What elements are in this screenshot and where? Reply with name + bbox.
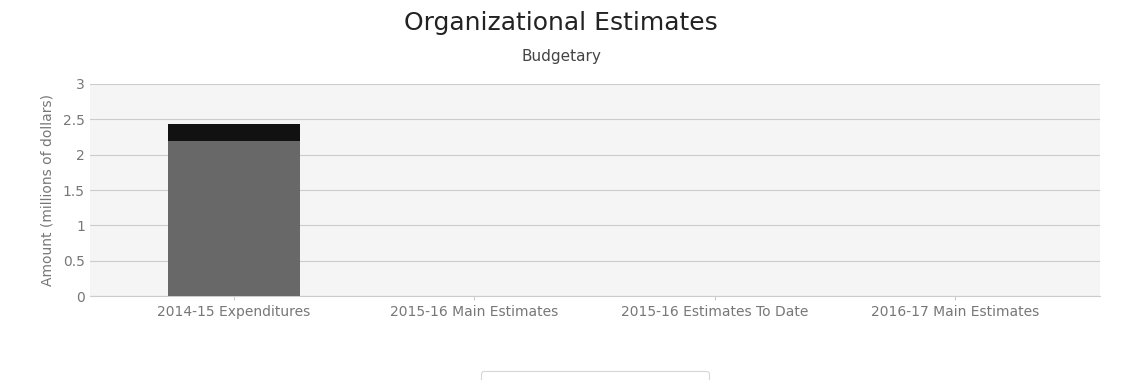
Text: Organizational Estimates: Organizational Estimates <box>404 11 718 35</box>
Bar <box>168 124 300 141</box>
Bar <box>168 141 300 296</box>
Legend: Total Statutory, Voted: Total Statutory, Voted <box>480 371 709 380</box>
Text: Budgetary: Budgetary <box>521 49 601 64</box>
Y-axis label: Amount (millions of dollars): Amount (millions of dollars) <box>40 94 55 286</box>
